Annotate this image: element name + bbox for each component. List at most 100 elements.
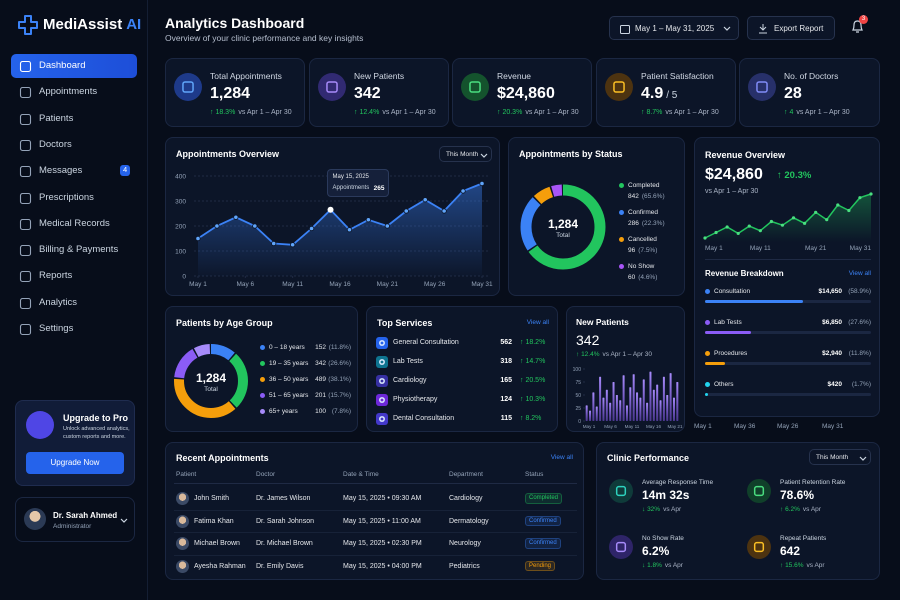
icon-glyph [379, 397, 385, 403]
filter-button[interactable]: This Month [439, 146, 492, 162]
nav-icon [19, 323, 32, 336]
nav-item[interactable]: Appointments [11, 80, 137, 104]
item-label: Others [714, 381, 734, 388]
change-value: 6.2% [780, 506, 800, 513]
axis-label: May 1 [694, 423, 712, 430]
upgrade-button[interactable]: Upgrade Now [26, 452, 124, 474]
point [825, 218, 829, 222]
chart-area [379, 416, 385, 422]
point [195, 235, 201, 242]
nav-item[interactable]: Reports [11, 264, 137, 288]
notification-badge: 3 [859, 15, 868, 24]
service-count: 115 [500, 415, 512, 422]
nav-item[interactable]: Billing & Payments [11, 238, 137, 262]
cell: Dermatology [449, 517, 489, 525]
legend-label: 0 – 18 years [269, 344, 305, 351]
bar [642, 379, 645, 421]
page-subtitle: Overview of your clinic performance and … [165, 33, 364, 43]
point [403, 208, 409, 214]
chevron [480, 153, 488, 158]
chart-area [120, 518, 128, 523]
row-divider [174, 554, 577, 556]
change: 8.7%vs Apr 1 – Apr 30 [641, 109, 719, 117]
icon-glyph [379, 416, 385, 422]
bar [595, 406, 598, 421]
export-button[interactable]: Export Report [747, 16, 835, 40]
bell-icon [852, 20, 863, 33]
divider [705, 259, 871, 260]
icon [609, 535, 633, 559]
y-tick-label: 100 [175, 249, 186, 256]
legend-percent: (15.7%) [328, 392, 351, 399]
nav-label: Patients [39, 112, 74, 124]
chart-area [174, 344, 248, 418]
kpi-number: 342 [354, 85, 381, 102]
card-title: Appointments by Status [519, 149, 623, 159]
chart-area [19, 192, 32, 204]
legend-count: 96 [628, 247, 636, 254]
point [847, 208, 851, 213]
point [233, 214, 239, 220]
kpi-value: 4.9/ 5 [641, 85, 677, 103]
user-card[interactable]: Dr. Sarah Ahmed Administrator [15, 497, 135, 542]
change: 20.3%vs Apr 1 – Apr 30 [497, 109, 579, 117]
date-button[interactable]: May 1 – May 31, 2025 [609, 16, 739, 40]
tooltip-value: 265 [373, 184, 385, 192]
service-count: 165 [500, 377, 512, 384]
change: 6.2%vs Apr [780, 506, 821, 513]
kpi-value: $24,860 [497, 85, 555, 103]
column-header: Status [525, 471, 544, 478]
nav-item[interactable]: Settings [11, 317, 137, 341]
nav-item[interactable]: Prescriptions [11, 186, 137, 210]
page-title: Analytics Dashboard [165, 15, 305, 31]
point [769, 219, 773, 224]
kpi-unit: / 5 [666, 90, 678, 101]
nav-item[interactable]: Patients [11, 107, 137, 131]
cell: Dr. Sarah Johnson [256, 517, 314, 525]
change-value: 20.3% [497, 109, 522, 116]
line-card: Appointments Overview This Month 0 100 200 30… [165, 137, 500, 296]
legend-swatch [619, 237, 624, 242]
nav-icon [19, 113, 32, 125]
legend-percent: (7.8%) [331, 408, 351, 415]
point [714, 230, 718, 235]
change-value: 18.3% [210, 109, 235, 116]
card-title: Recent Appointments [176, 453, 269, 463]
point [747, 224, 751, 228]
chart-area [19, 60, 32, 73]
metric-value: 14m 32s [642, 488, 690, 502]
kpi-card: No. of Doctors 28 4vs Apr 1 – Apr 30 [739, 58, 880, 127]
icon-glyph [379, 378, 385, 384]
icon [747, 535, 771, 559]
legend-label: Completed [628, 182, 660, 189]
bar [669, 373, 672, 421]
metric-value: 6.2% [642, 544, 670, 558]
card-title: New Patients [576, 317, 629, 327]
nav-icon [19, 139, 32, 151]
user-avatar [24, 508, 46, 530]
service-name: Dental Consultation [393, 415, 455, 422]
icon [609, 479, 633, 503]
service-name: Physiotherapy [393, 396, 438, 403]
filter-button[interactable]: This Month [809, 449, 871, 465]
change-compare: vs Apr 1 – Apr 30 [665, 109, 719, 116]
legend-swatch [260, 377, 265, 382]
bar [676, 382, 679, 421]
legend-swatch [619, 264, 624, 269]
nav-item[interactable]: Messages 4 [11, 159, 137, 183]
tooltip-label: Appointments [332, 184, 370, 191]
y-tick-label: 300 [175, 199, 186, 206]
chart-area: 0 25 50 75 100 May 1 May 6 May 11 May 16 May 21 [573, 367, 683, 429]
nav-item[interactable]: Dashboard [11, 54, 137, 78]
filter-label: This Month [816, 454, 849, 461]
nav-item[interactable]: Medical Records [11, 212, 137, 236]
nav-item[interactable]: Doctors [11, 133, 137, 157]
nav-item[interactable]: Analytics [11, 291, 137, 315]
chart-area [19, 87, 32, 99]
brand: MediAssist AI [43, 16, 141, 33]
export-label: Export Report [774, 24, 824, 33]
section-title: Revenue Breakdown [705, 269, 784, 278]
icon-glyph [379, 359, 385, 365]
legend-swatch [260, 409, 265, 414]
nav-label: Appointments [39, 86, 98, 98]
